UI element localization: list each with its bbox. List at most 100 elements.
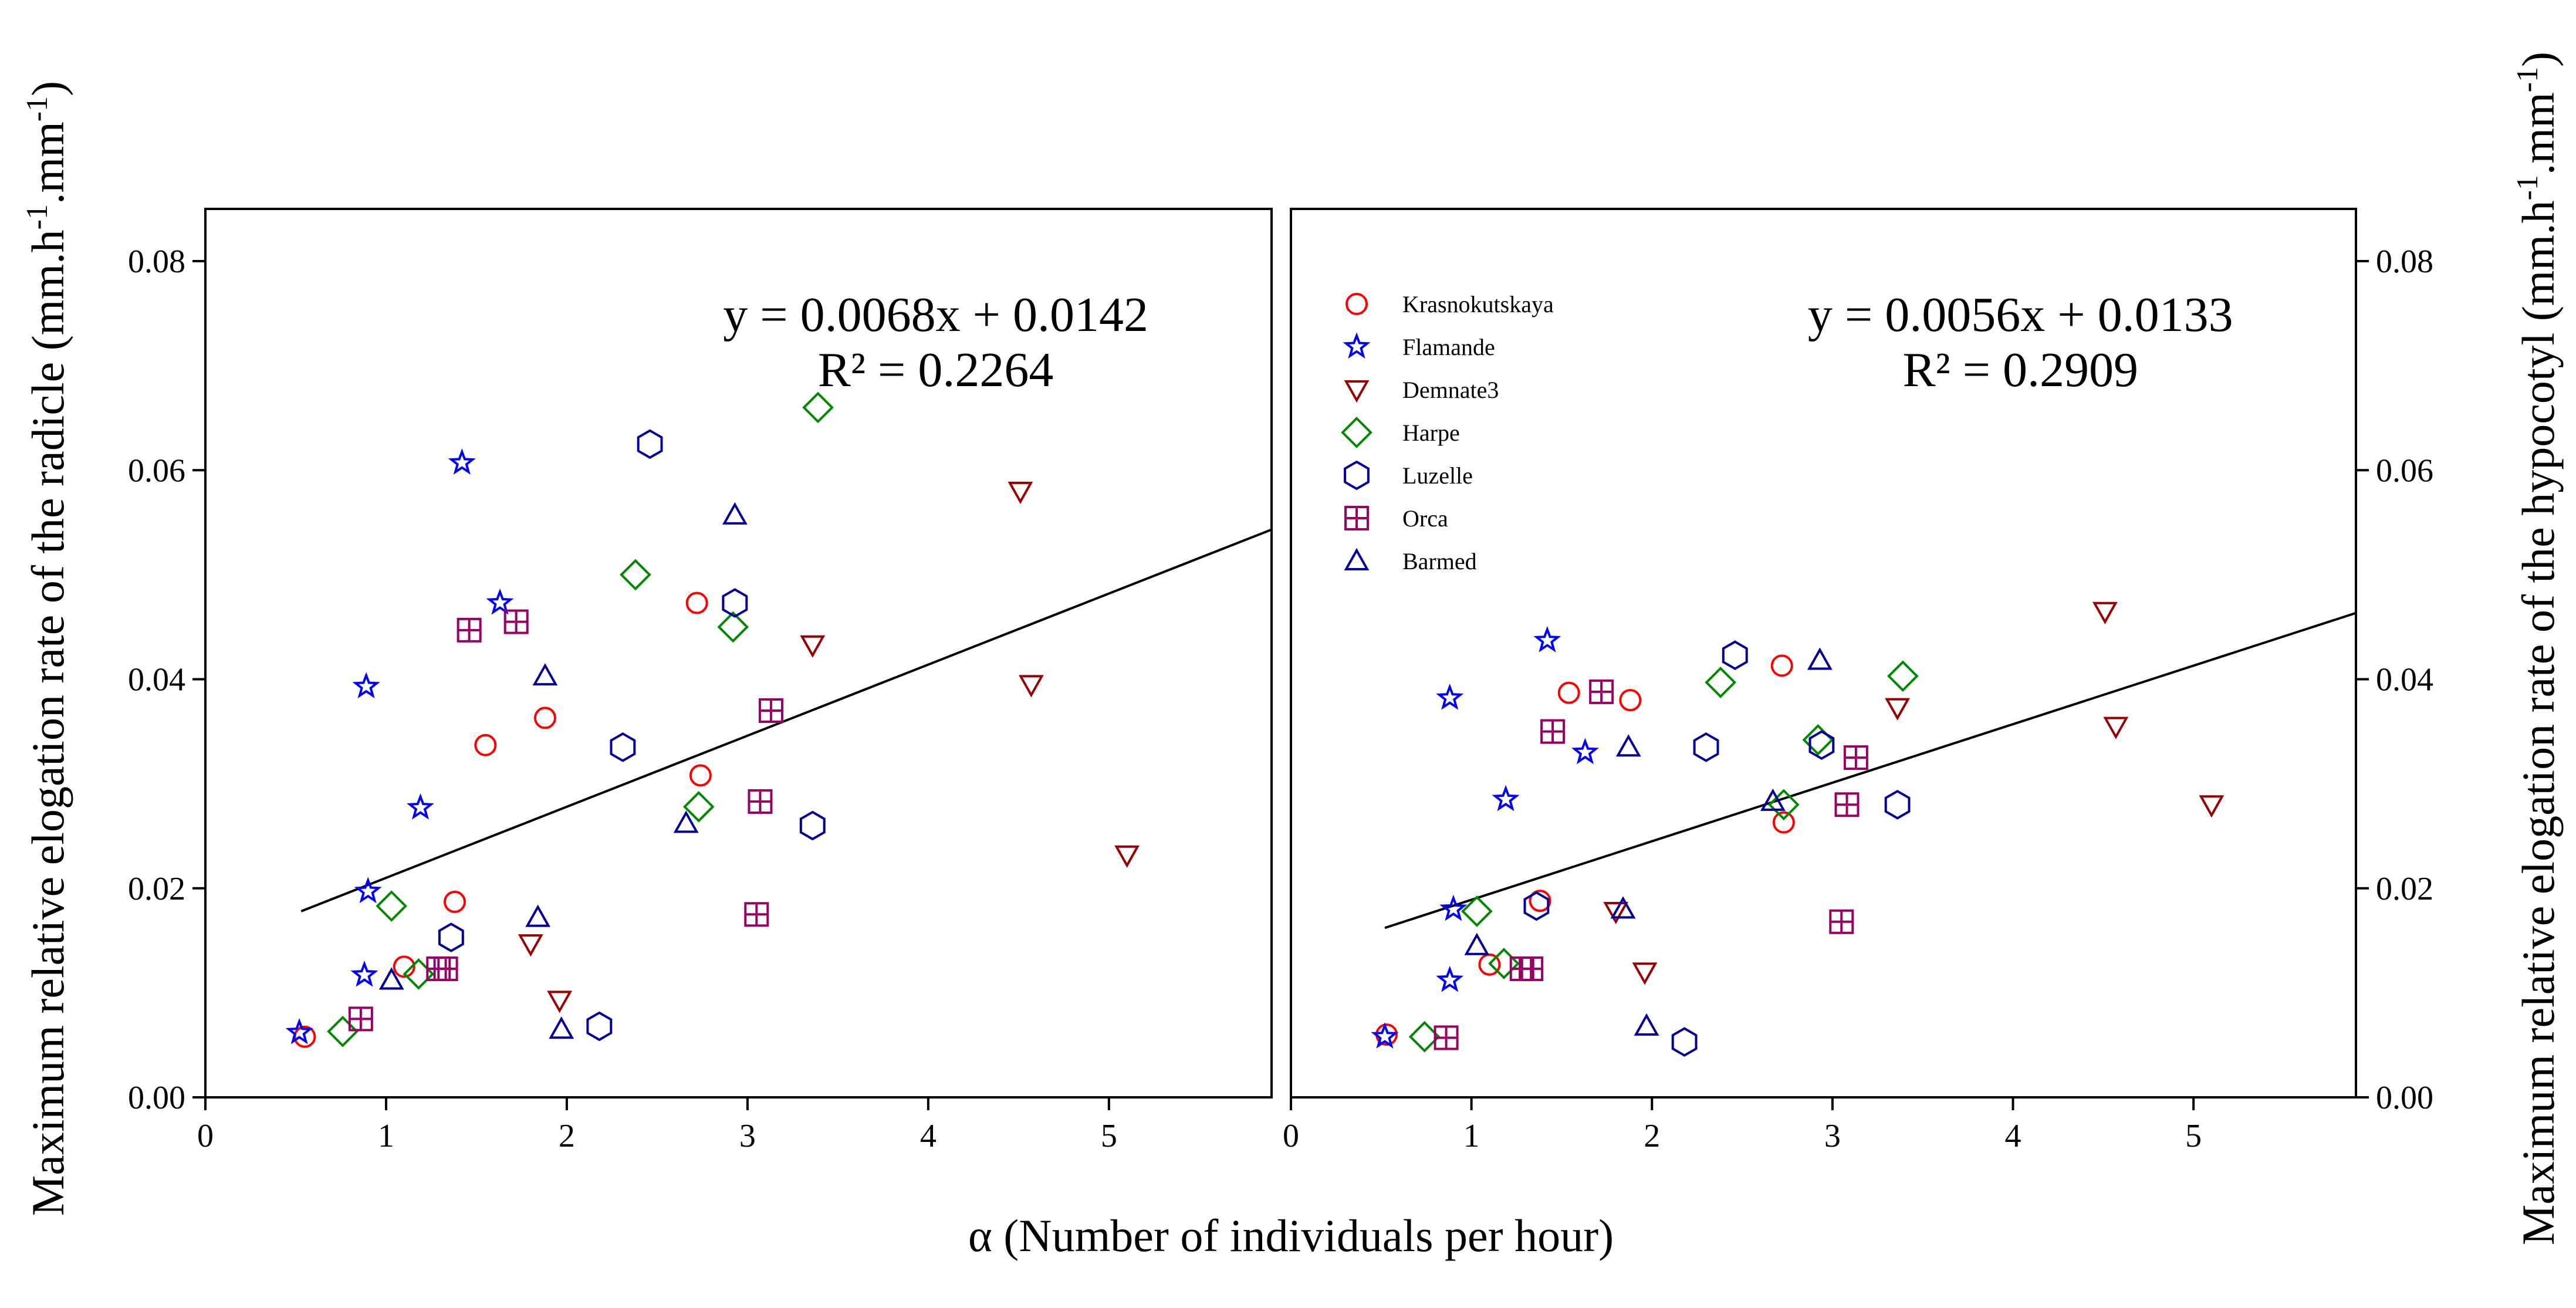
legend-item: Demnate3 [1344, 377, 1499, 403]
data-point [2199, 795, 2225, 818]
data-point [1619, 689, 1642, 712]
right-y-axis-title: Maximum relative elogation rate of the h… [2511, 52, 2564, 1245]
series-krasnokutskaya [1375, 654, 1795, 1046]
series-harpe [327, 391, 834, 1047]
data-point [1887, 660, 1919, 692]
series-orca [348, 609, 783, 1032]
data-point [1519, 956, 1544, 981]
legend-item: Luzelle [1344, 460, 1473, 491]
data-point [1434, 1025, 1459, 1050]
data-point [443, 890, 466, 913]
regression-equation: y = 0.0068x + 0.0142 [723, 288, 1148, 342]
y-tick-label: 0.04 [2376, 662, 2433, 698]
panel-hypocotyl: 0 1 2 3 4 5 0.00 0.02 0.04 0.06 0.08 y = 0.0056x + … [1283, 208, 2433, 1154]
data-point [1767, 789, 1800, 821]
data-point [586, 1011, 613, 1042]
data-point [673, 810, 699, 833]
data-point [1843, 745, 1868, 770]
data-point [1807, 647, 1833, 670]
series-harpe [1408, 660, 1919, 1053]
y-tick-label: 0.04 [128, 662, 185, 698]
legend-label: Flamande [1402, 334, 1495, 360]
data-point [547, 991, 573, 1013]
data-point [448, 448, 476, 475]
series-demnate3 [1603, 601, 2225, 985]
data-point [503, 609, 529, 634]
data-point [474, 734, 497, 756]
data-point [802, 391, 834, 424]
data-point [1436, 683, 1464, 710]
legend-item: Harpe [1341, 417, 1460, 448]
data-point [717, 611, 749, 643]
data-point [1589, 679, 1614, 704]
data-point [1671, 1027, 1698, 1057]
legend-item: Orca [1344, 505, 1448, 532]
left-y-axis-title: Maximum relative elogation rate of the r… [21, 81, 73, 1216]
legend-label: Orca [1402, 505, 1448, 532]
right-y-title-end: ) [2513, 52, 2564, 67]
x-tick-label: 1 [1463, 1118, 1480, 1154]
x-tick-label: 4 [920, 1118, 937, 1154]
data-point [433, 956, 458, 981]
data-point [1492, 785, 1520, 812]
x-tick-label: 3 [739, 1118, 756, 1154]
legend-marker [1343, 332, 1371, 359]
data-point [1603, 901, 1629, 925]
trend-line [1384, 611, 2357, 930]
x-tick-label: 1 [378, 1118, 394, 1154]
left-y-title-end: ) [22, 81, 73, 96]
series-flamande [285, 448, 514, 1045]
data-point [620, 559, 651, 591]
data-point [1808, 730, 1835, 761]
data-point [518, 934, 543, 957]
plot-frame [1290, 208, 2357, 1099]
data-point [689, 764, 712, 787]
data-point [438, 922, 464, 952]
series-barmed [378, 502, 748, 1039]
data-point [352, 672, 380, 699]
data-point [1722, 640, 1748, 670]
legend-label: Luzelle [1402, 462, 1473, 489]
y-tick-label: 0.08 [128, 244, 185, 280]
data-point [393, 955, 415, 978]
legend-marker [1344, 506, 1369, 530]
data-point [1008, 481, 1033, 504]
left-y-title-sup2: -1 [21, 96, 54, 121]
legend-label: Krasnokutskaya [1402, 291, 1554, 317]
right-y-title-sup2: -1 [2511, 67, 2544, 92]
data-point [722, 502, 748, 525]
y-tick-label: 0.06 [2376, 452, 2433, 489]
data-point [1829, 909, 1854, 934]
data-point [1884, 789, 1911, 820]
data-point [610, 732, 636, 762]
data-point [758, 698, 783, 723]
data-point [1705, 667, 1736, 698]
trend-line [300, 528, 1272, 912]
data-point [1557, 681, 1580, 704]
left-y-title-main: Maximum relative elogation rate of the r… [22, 229, 73, 1216]
legend-marker [1344, 547, 1370, 570]
data-point [532, 663, 558, 686]
legend-marker [1346, 293, 1368, 315]
right-y-title-sup1: -1 [2511, 175, 2544, 200]
x-tick-label: 3 [1824, 1118, 1841, 1154]
legend-label: Harpe [1402, 420, 1460, 446]
regression-equation: y = 0.0056x + 0.0133 [1808, 288, 2233, 342]
legend-item: Barmed [1344, 547, 1477, 574]
data-point [722, 588, 748, 618]
legend-item: Krasnokutskaya [1346, 291, 1554, 317]
x-axis-title: α (Number of individuals per hour) [968, 1210, 1614, 1261]
y-tick-label: 0.00 [2376, 1080, 2433, 1116]
r-squared: R² = 0.2264 [818, 343, 1054, 397]
legend-label: Barmed [1402, 548, 1477, 574]
data-point [486, 588, 514, 615]
left-y-title-mid: .mm [22, 121, 73, 204]
y-tick-label: 0.02 [128, 871, 185, 907]
series-orca [1434, 679, 1868, 1050]
series-demnate3 [518, 481, 1140, 1013]
x-tick-label: 0 [1283, 1118, 1299, 1154]
data-point [1371, 1022, 1399, 1049]
y-tick-label: 0.08 [2376, 244, 2433, 280]
data-point [1770, 654, 1793, 677]
data-point [406, 793, 434, 820]
